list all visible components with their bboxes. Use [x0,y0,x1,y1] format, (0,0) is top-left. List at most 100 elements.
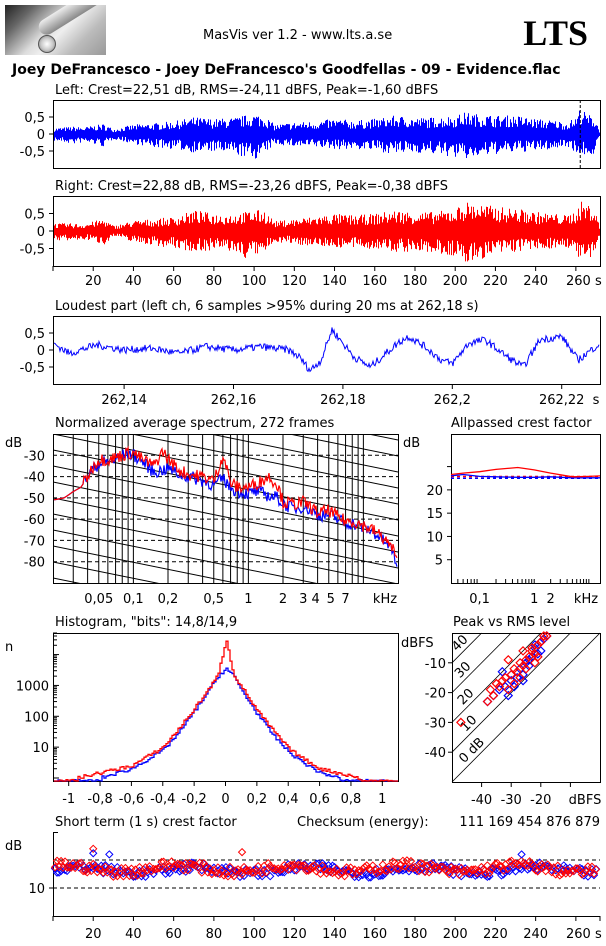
peak-vs-rms-crest-label: 20 [455,686,477,708]
short-term-crest-point-right [559,866,569,875]
peak-vs-rms-point-right [494,681,505,692]
spectrum-ytick-label: -80 [24,556,45,571]
short-term-crest-point-left [217,863,227,873]
short-term-crest-point-right [392,864,402,873]
peak-vs-rms-ylabel: dBFS [401,636,434,651]
short-term-crest-point-right [237,870,247,879]
peak-vs-rms-point-left [518,675,528,686]
short-term-crest-point-left [52,868,62,877]
waveform-right-xtick-label: 120 [282,274,307,289]
checksum-label: Checksum (energy): [297,815,429,830]
short-term-crest-point-right [310,861,319,870]
short-term-crest-point-right [239,862,249,872]
short-term-crest-xtick-label: 260 s [566,927,602,942]
short-term-crest-point-right [179,866,188,875]
histogram-ytick-label: 100 [24,710,49,725]
histogram-ytick-label: 10 [32,741,49,756]
spectrum-title: Normalized average spectrum, 272 frames [55,416,334,431]
allpassed-crest-xunit: kHz [574,592,598,607]
peak-vs-rms-point-right [500,672,511,683]
short-term-crest-point-right [60,857,70,866]
short-term-crest-xtick-label: 140 [322,927,347,942]
short-term-crest-point-right [322,869,331,878]
short-term-crest-point-left [296,862,305,871]
short-term-crest-point-right [251,867,261,876]
short-term-crest-ylabel: dB [5,839,22,854]
peak-vs-rms-frame [452,633,601,783]
short-term-crest-point-right [557,869,566,879]
short-term-crest-ytick-label: 10 [28,882,45,897]
short-term-crest-point-right [223,872,233,881]
waveform-left-ytick-label: 0,5 [24,111,45,126]
short-term-crest-point-right [537,860,546,869]
short-term-crest-point-right [263,858,273,868]
peak-vs-rms-point-right [530,657,540,668]
spectrum-xtick-label: 7 [341,592,349,607]
allpassed-crest-xtick-label: 0,1 [469,592,490,607]
short-term-crest-point-right [76,858,86,868]
short-term-crest-point-left [50,864,60,873]
histogram-frame [53,633,399,782]
loudest-part-xtick-label: 262,14 [101,393,147,408]
short-term-crest-point-right [74,859,84,868]
spectrum-slope-line [208,434,398,473]
spectrum-slope-line [53,577,81,583]
short-term-crest-point-right [225,862,235,872]
spectrum-slope-line [53,545,238,583]
short-term-crest-point-right [571,864,581,873]
short-term-crest-point-left [406,864,416,873]
short-term-crest-point-right [308,862,317,871]
histogram-xtick-label: 0,2 [247,792,268,807]
spectrum-ytick-label: -40 [24,471,45,486]
short-term-crest-point-right [330,867,339,876]
spectrum-slope-line [53,322,398,392]
short-term-crest-point-right [575,866,585,875]
short-term-crest-point-right [89,859,98,869]
waveform-right-ytick-label: -0,5 [20,243,45,258]
short-term-crest-point-right [465,869,474,878]
histogram-xtick-label: 0,4 [278,792,299,807]
short-term-crest-title: Short term (1 s) crest factor [55,815,237,830]
short-term-crest-point-right [338,868,347,878]
loudest-part-xtick-label: 262,16 [211,393,257,408]
short-term-crest-point-right [531,866,540,875]
short-term-crest-point-right [432,862,442,872]
short-term-crest-point-right [471,865,480,874]
brand-logo-text: LTS [523,13,588,53]
short-term-crest-point-right [121,863,130,873]
short-term-crest-point-left [448,870,458,880]
peak-vs-rms-point-right [527,643,537,653]
waveform-left-signal [54,110,600,159]
allpassed-crest-frame [451,434,601,584]
spectrum-ytick-label: -50 [24,492,45,507]
loudest-part-xtick-label: 262,2 [434,393,471,408]
short-term-crest-point-right [82,868,92,877]
peak-vs-rms-title: Peak vs RMS level [453,615,570,630]
spectrum-slope-line [53,354,398,424]
short-term-crest-point-right [135,862,144,872]
short-term-crest-point-left [446,862,456,871]
short-term-crest-point-left [167,863,176,872]
short-term-crest-point-right [448,865,458,874]
short-term-crest-point-right [231,866,241,875]
peak-vs-rms-point-right [518,646,528,656]
short-term-crest-point-right [485,868,494,878]
waveform-right-xtick-label: 140 [322,274,347,289]
short-term-crest-point-right [109,872,118,881]
histogram-title: Histogram, "bits": 14,8/14,9 [55,615,237,630]
short-term-crest-outlier-right [89,844,98,854]
short-term-crest-point-right [553,861,562,870]
short-term-crest-point-right [503,864,512,874]
short-term-crest-point-left [318,859,327,868]
short-term-crest-point-right [105,864,114,874]
short-term-crest-point-right [579,868,589,878]
peak-vs-rms-crest-line [451,632,542,723]
histogram-xtick-label: 1 [378,792,386,807]
short-term-crest-point-right [155,863,164,873]
loudest-part-xtick-label: 262,22 [539,393,585,408]
short-term-crest-xtick-label: 220 [483,927,508,942]
short-term-crest-point-right [199,858,209,868]
short-term-crest-point-right [318,861,327,870]
histogram-xtick-label: -0,8 [87,792,112,807]
short-term-crest-point-right [354,866,363,875]
